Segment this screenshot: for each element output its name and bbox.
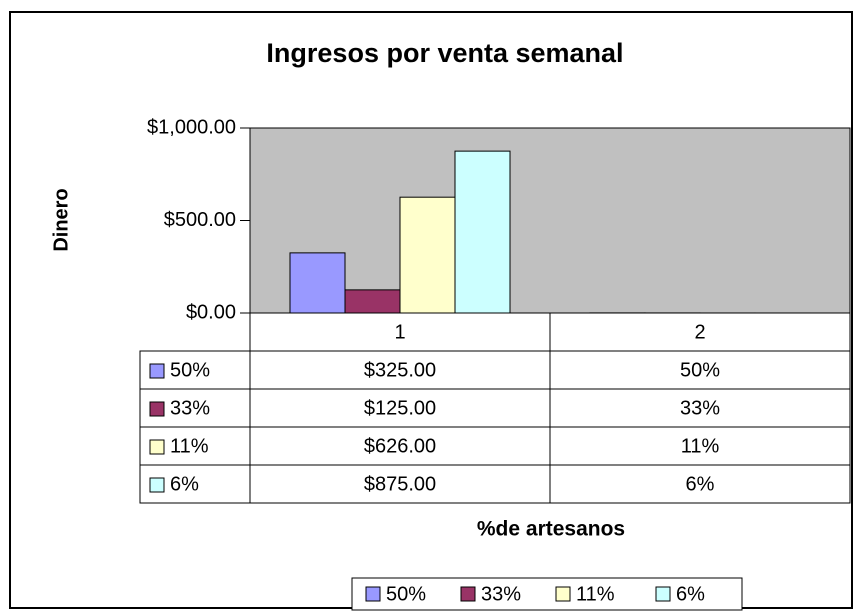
table-series-name: 50% <box>170 359 210 381</box>
table-series-name: 11% <box>170 435 209 457</box>
chart-title: Ingresos por venta semanal <box>266 38 623 68</box>
bar <box>344 289 401 314</box>
y-axis-title: Dinero <box>50 188 72 251</box>
legend-key <box>555 586 571 602</box>
table-value: $626.00 <box>364 435 436 457</box>
table-value: $125.00 <box>364 397 436 419</box>
legend <box>351 577 743 611</box>
table-legend-key <box>149 439 165 455</box>
x-tick-label: 1 <box>394 321 405 343</box>
legend-key <box>365 586 381 602</box>
legend-label: 50% <box>386 583 426 605</box>
table-value: 11% <box>681 435 720 457</box>
table-legend-key <box>149 477 165 493</box>
table-value: $325.00 <box>364 359 436 381</box>
table-series-name: 6% <box>170 473 199 495</box>
bar <box>454 150 511 314</box>
legend-label: 33% <box>481 583 521 605</box>
legend-key <box>655 586 671 602</box>
table-value: 6% <box>686 473 715 495</box>
table-legend-key <box>149 363 165 379</box>
y-tick-label: $0.00 <box>186 301 236 323</box>
table-value: $875.00 <box>364 473 436 495</box>
y-tick-label: $500.00 <box>164 209 236 231</box>
bar <box>289 252 346 314</box>
plot-area <box>249 127 851 314</box>
legend-key <box>460 586 476 602</box>
x-tick-label: 2 <box>694 321 705 343</box>
table-series-name: 33% <box>170 397 210 419</box>
x-axis-title: %de artesanos <box>477 518 625 541</box>
table-value: 33% <box>680 397 720 419</box>
legend-label: 6% <box>676 583 705 605</box>
table-value: 50% <box>680 359 720 381</box>
table-legend-key <box>149 401 165 417</box>
y-tick-label: $1,000.00 <box>147 116 236 138</box>
legend-label: 11% <box>576 583 615 605</box>
bar <box>399 196 456 314</box>
